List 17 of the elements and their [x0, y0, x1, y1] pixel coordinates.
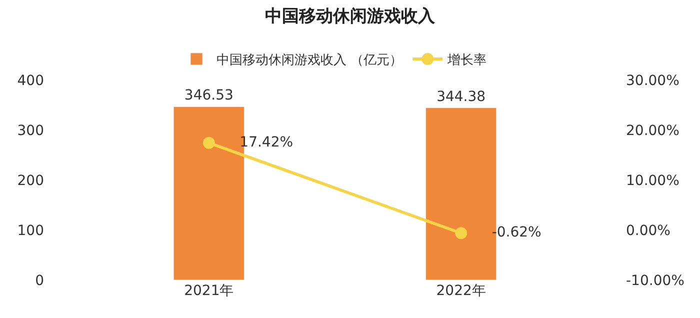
x-tick-label: 2022年: [436, 283, 486, 299]
y2-tick-label: 30.00%: [626, 72, 680, 89]
legend-label: 中国移动休闲游戏收入 （亿元）: [216, 53, 403, 68]
y-tick-label: 200: [17, 172, 44, 189]
chart-title: 中国移动休闲游戏收入: [265, 6, 436, 26]
x-tick-label: 2021年: [184, 283, 234, 299]
y-tick-label: 100: [17, 222, 44, 239]
y2-tick-label: 10.00%: [626, 172, 680, 189]
y2-tick-label: 0.00%: [626, 222, 670, 239]
y2-tick-label: 20.00%: [626, 122, 680, 139]
y-tick-label: 300: [17, 122, 44, 139]
y-tick-label: 400: [17, 72, 44, 89]
data-label: 344.38: [436, 88, 486, 105]
y2-tick-label: -10.00%: [626, 272, 684, 289]
y-tick-label: 0: [35, 272, 44, 289]
data-label: 346.53: [184, 88, 234, 104]
legend-label: 增长率: [446, 52, 487, 68]
